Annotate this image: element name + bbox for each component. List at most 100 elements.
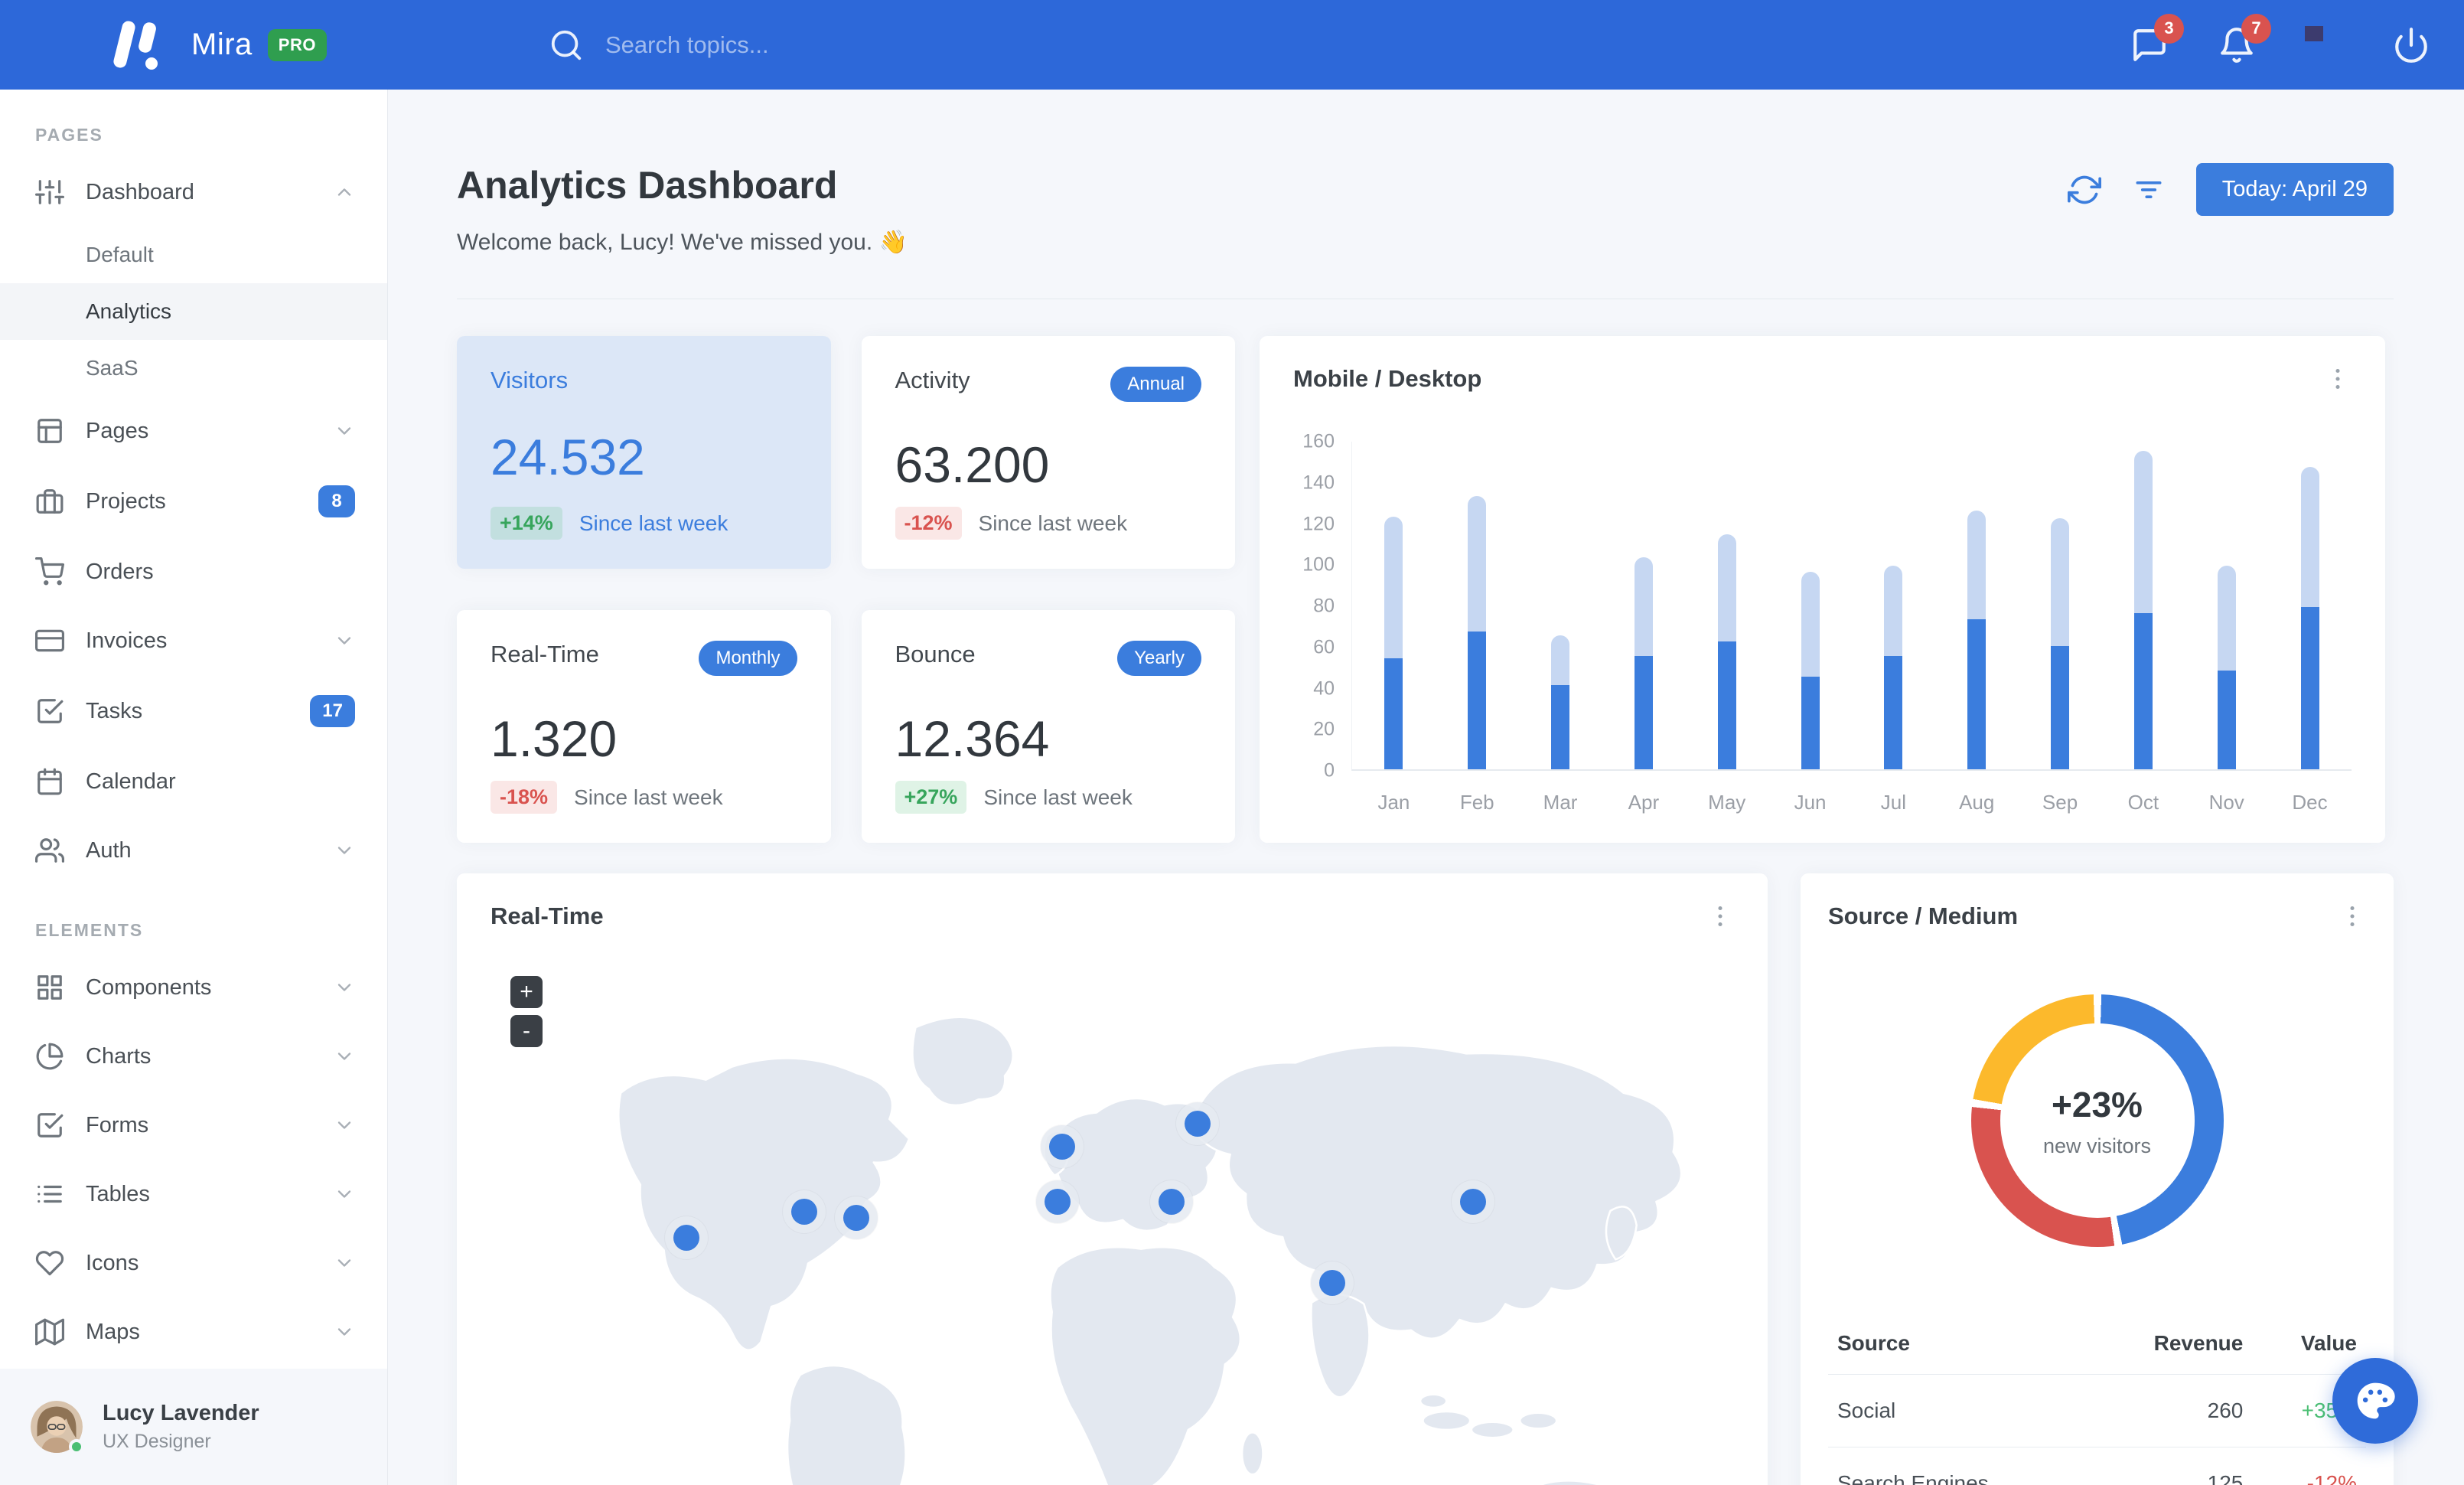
sidebar-item-maps[interactable]: Maps	[0, 1297, 387, 1366]
x-tick-label: Feb	[1459, 791, 1494, 814]
sidebar-item-label: Orders	[86, 559, 154, 584]
sidebar-nav: PAGES Dashboard Default Analytics SaaS Pages P…	[0, 90, 387, 1434]
grid-icon	[35, 973, 64, 1002]
x-tick-label: Nov	[2208, 791, 2244, 814]
messages-button[interactable]: 3	[2130, 13, 2184, 64]
y-tick-label: 40	[1313, 677, 1335, 699]
shopping-cart-icon	[35, 557, 64, 586]
y-tick-label: 80	[1313, 595, 1335, 617]
mobile-bar-segment	[2133, 613, 2153, 769]
desktop-bar-segment	[2133, 451, 2153, 613]
more-options-button[interactable]	[1706, 902, 1734, 930]
sidebar-subitem-saas[interactable]: SaaS	[0, 340, 387, 397]
sliders-icon	[35, 178, 64, 207]
theme-settings-fab[interactable]	[2332, 1358, 2418, 1444]
stat-card-note: Since last week	[983, 785, 1133, 809]
desktop-bar-segment	[1801, 572, 1820, 677]
calendar-icon	[35, 767, 64, 796]
mobile-desktop-chart-card: Mobile / Desktop 0 20 40 60 80 100 120 140 160 J…	[1260, 336, 2385, 843]
sidebar-subitem-label: Analytics	[86, 299, 172, 323]
sidebar-item-badge: 17	[310, 695, 355, 727]
sidebar-subitem-label: Default	[86, 243, 154, 266]
sidebar-item-forms[interactable]: Forms	[0, 1091, 387, 1160]
refresh-button[interactable]	[2067, 173, 2101, 207]
cell-revenue: 125	[2088, 1447, 2253, 1485]
stat-card-value: 12.364	[895, 710, 1050, 767]
chevron-down-icon	[334, 420, 355, 442]
stat-card-title: Visitors	[491, 367, 569, 393]
stat-card-value: 1.320	[491, 710, 618, 767]
sidebar-item-auth[interactable]: Auth	[0, 816, 387, 885]
stat-card-value: 24.532	[491, 429, 645, 485]
stat-card-note: Since last week	[579, 511, 728, 535]
more-options-button[interactable]	[2324, 365, 2352, 393]
cell-source: Search Engines	[1828, 1447, 2088, 1485]
mobile-bar-segment	[2217, 671, 2236, 769]
mobile-bar-segment	[1717, 641, 1736, 769]
palette-icon	[2357, 1382, 2395, 1419]
chevron-down-icon	[334, 1252, 355, 1274]
sidebar-item-orders[interactable]: Orders	[0, 537, 387, 606]
map-marker	[1319, 1269, 1346, 1296]
mira-logo-icon	[107, 19, 178, 70]
credit-card-icon	[35, 626, 64, 655]
sidebar-item-label: Tasks	[86, 698, 143, 723]
x-tick-label: Aug	[1959, 791, 1995, 814]
mobile-bar-segment	[1801, 677, 1820, 769]
sidebar-subitem-default[interactable]: Default	[0, 227, 387, 283]
today-button[interactable]: Today: April 29	[2195, 163, 2394, 216]
sidebar-item-label: Calendar	[86, 769, 176, 794]
sidebar-subitem-analytics[interactable]: Analytics	[0, 283, 387, 340]
notifications-button[interactable]: 7	[2218, 13, 2271, 64]
stat-cards: Visitors 24.532 +14% Since last week Activit…	[457, 336, 1235, 843]
sidebar-item-calendar[interactable]: Calendar	[0, 747, 387, 816]
chart-card-title: Mobile / Desktop	[1293, 365, 1482, 392]
messages-count-badge: 3	[2154, 13, 2184, 44]
chevron-down-icon	[334, 1115, 355, 1136]
chevron-down-icon	[334, 1321, 355, 1343]
sign-out-button[interactable]	[2392, 26, 2430, 64]
sidebar-item-invoices[interactable]: Invoices	[0, 606, 387, 675]
sidebar-item-tasks[interactable]: Tasks 17	[0, 675, 387, 747]
bar-jun	[1768, 442, 1852, 769]
sidebar-item-pages[interactable]: Pages	[0, 397, 387, 465]
desktop-bar-segment	[1717, 534, 1736, 641]
search-input[interactable]	[605, 31, 1141, 59]
sidebar-item-label: Projects	[86, 488, 166, 514]
more-options-button[interactable]	[2339, 902, 2366, 930]
realtime-map-card: Real-Time + -	[457, 873, 1768, 1485]
x-tick-label: Jul	[1880, 791, 1906, 814]
table-row: Social 260 +35%	[1828, 1374, 2366, 1447]
bar-may	[1685, 442, 1768, 769]
sidebar-item-label: Tables	[86, 1181, 150, 1206]
cell-value: -12%	[2252, 1447, 2366, 1485]
chevron-down-icon	[334, 840, 355, 861]
chevron-down-icon	[334, 1046, 355, 1067]
sidebar-item-tables[interactable]: Tables	[0, 1160, 387, 1229]
desktop-bar-segment	[2051, 518, 2070, 646]
sidebar-item-dashboard[interactable]: Dashboard	[0, 158, 387, 227]
map-card-title: Real-Time	[491, 902, 604, 929]
map-marker	[843, 1205, 870, 1232]
sidebar-item-charts[interactable]: Charts	[0, 1022, 387, 1091]
map-zoom-in-button[interactable]: +	[510, 976, 543, 1008]
desktop-bar-segment	[1634, 557, 1653, 656]
column-header-source: Source	[1837, 1331, 1910, 1355]
mobile-bar-segment	[1884, 656, 1903, 769]
list-icon	[35, 1180, 64, 1209]
bar-chart-plot	[1351, 442, 2352, 771]
sidebar-user-footer[interactable]: Lucy Lavender UX Designer	[0, 1369, 387, 1485]
bar-dec	[2268, 442, 2352, 769]
filter-button[interactable]	[2132, 173, 2166, 207]
sidebar-item-projects[interactable]: Projects 8	[0, 465, 387, 537]
sidebar-item-icons[interactable]: Icons	[0, 1229, 387, 1297]
stat-card-title: Real-Time	[491, 641, 599, 667]
user-name: Lucy Lavender	[103, 1401, 259, 1425]
language-button[interactable]	[2305, 26, 2343, 64]
bar-nov	[2185, 442, 2268, 769]
map-zoom-out-button[interactable]: -	[510, 1015, 543, 1047]
stat-card-visitors: Visitors 24.532 +14% Since last week	[457, 336, 831, 569]
bar-chart: 0 20 40 60 80 100 120 140 160	[1293, 431, 2352, 782]
sidebar-item-components[interactable]: Components	[0, 953, 387, 1022]
x-tick-label: Mar	[1543, 791, 1578, 814]
